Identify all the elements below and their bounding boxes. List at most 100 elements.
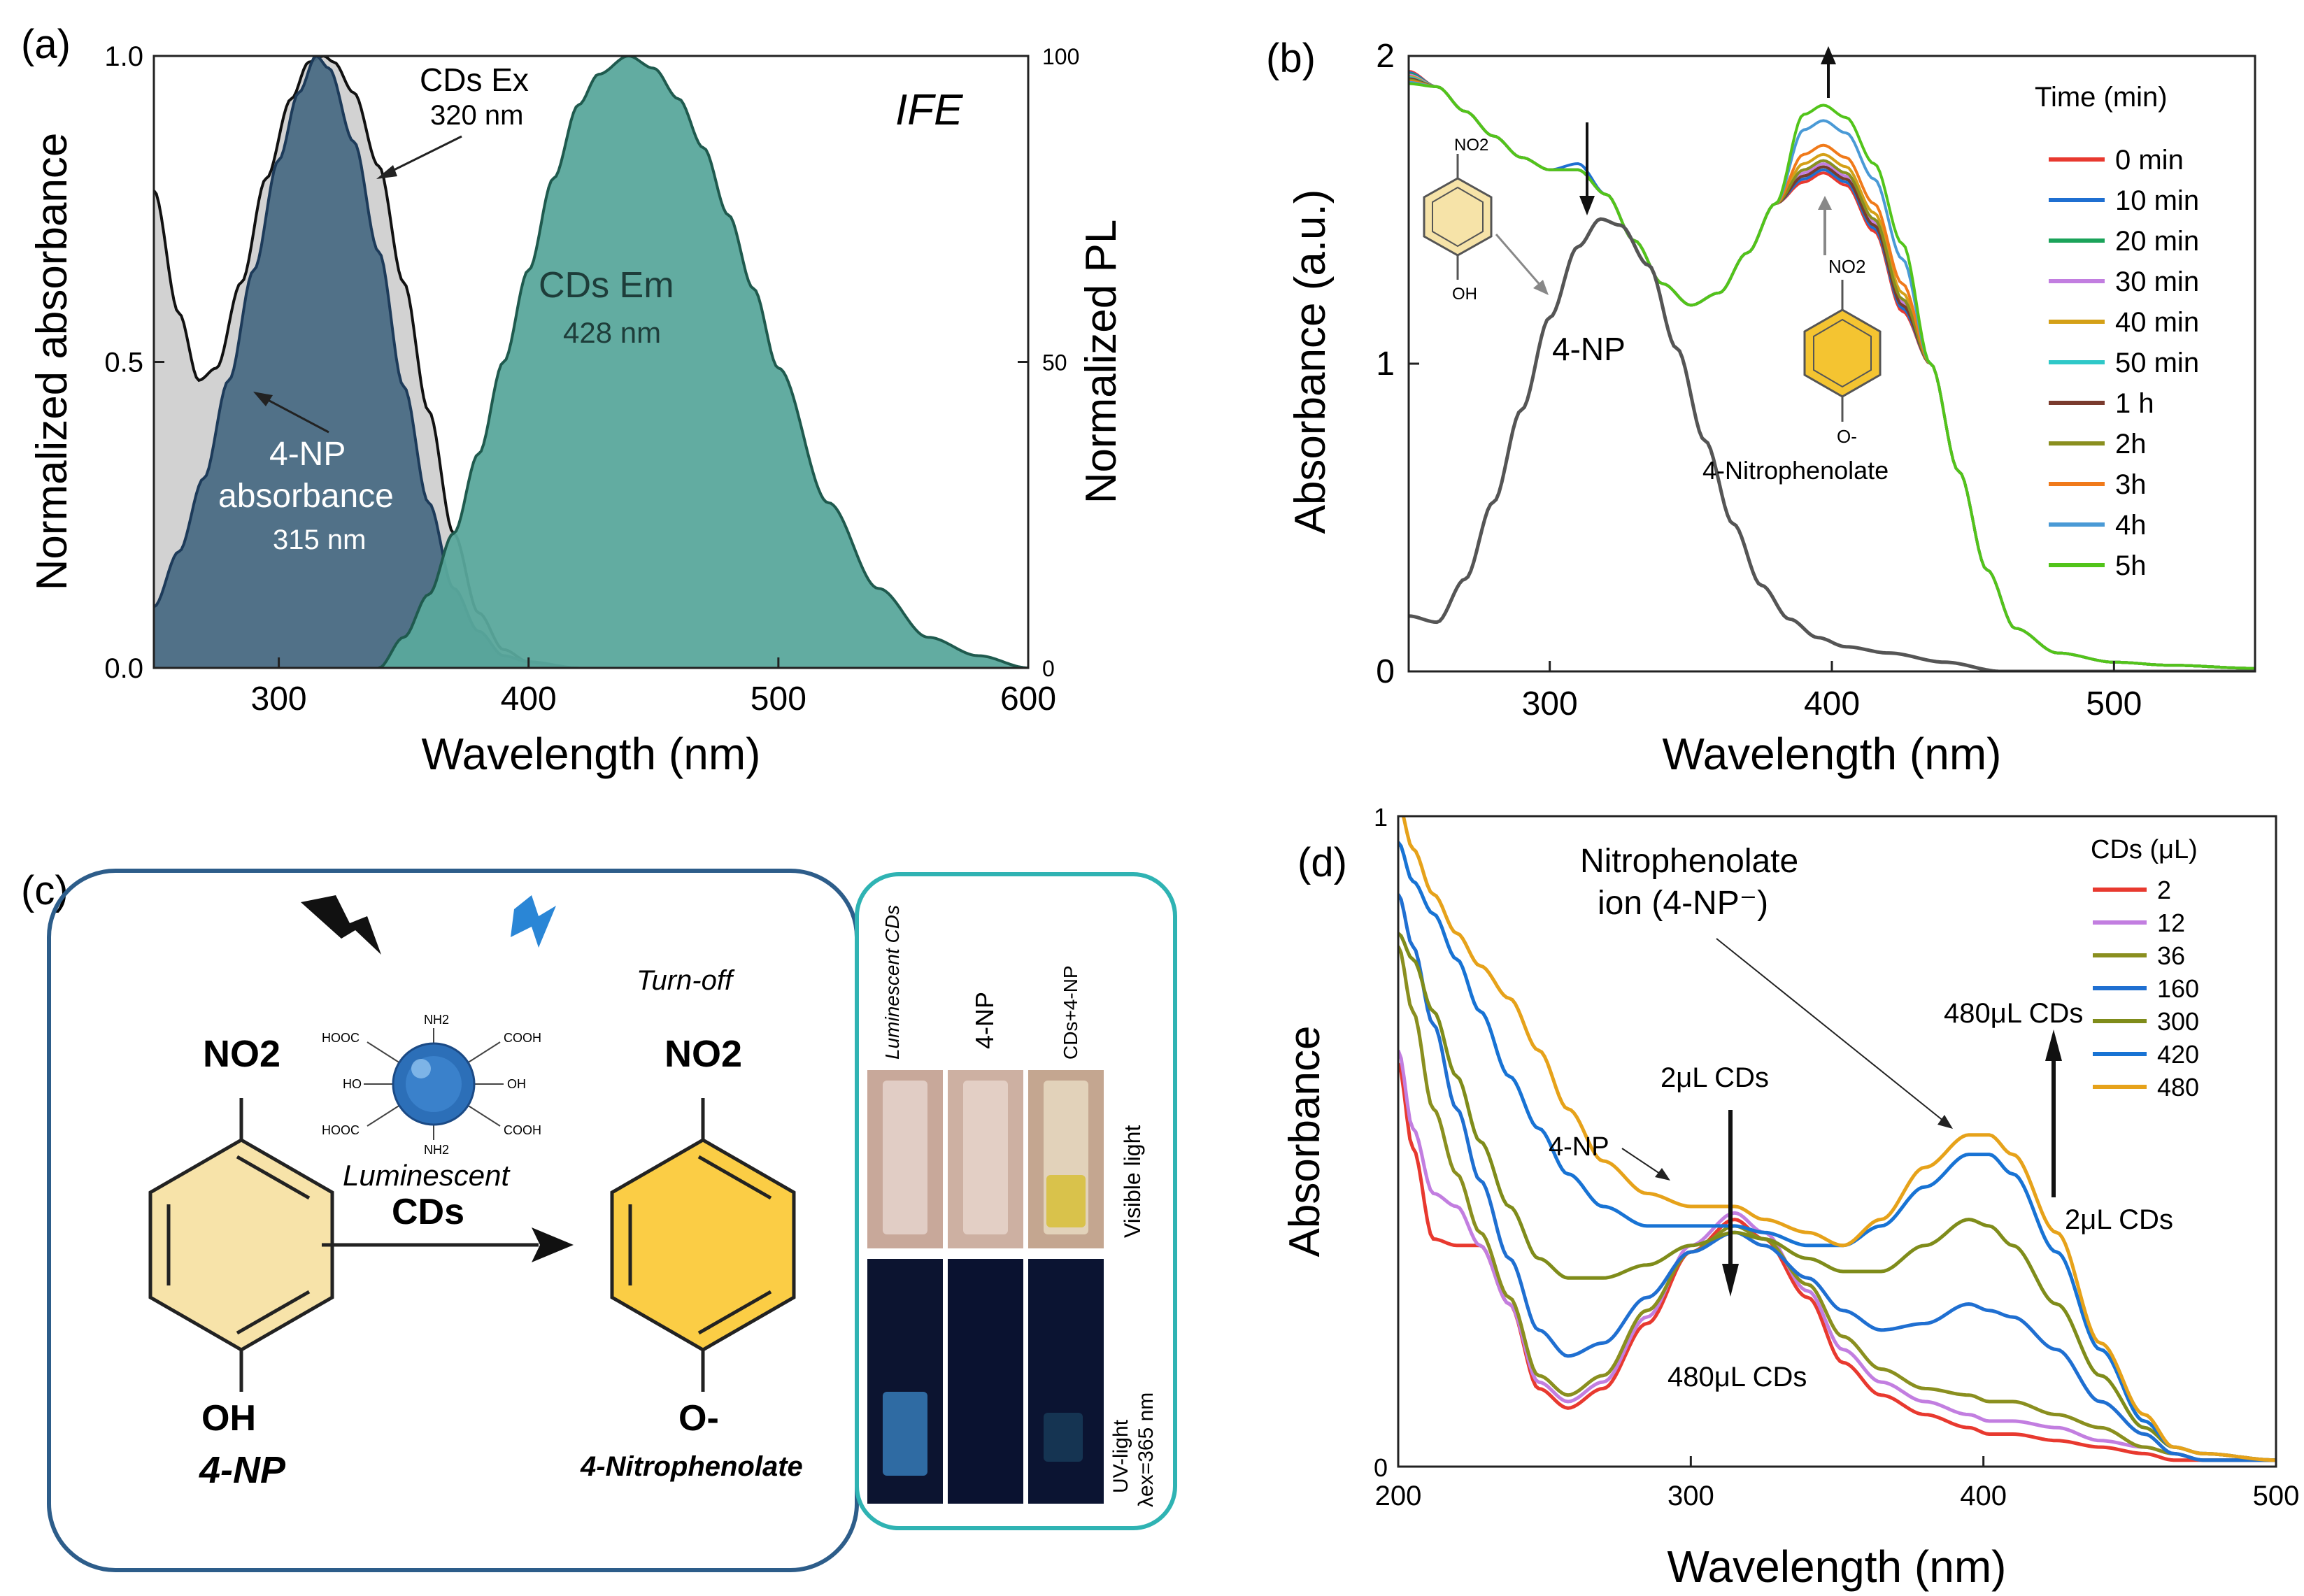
a-ytick-label: 0.5 [104,348,143,378]
d-legend-label: 300 [2157,1007,2199,1036]
d-series-1 [1398,1049,2276,1462]
b-oh-small: OH [1452,285,1477,304]
b-np-pointer-head [1533,280,1549,295]
scheme-cds: CDs [392,1192,464,1232]
d-series-6 [1401,816,2276,1462]
d-xtick-label: 200 [1375,1481,1422,1511]
d-up-arrowhead [2045,1029,2062,1061]
dot-ho-left: HO [343,1077,362,1091]
a-np-label2: absorbance [218,478,394,515]
b-nitrophenolate-structure: NO2 O- [1803,256,1882,447]
product-name: 4-Nitrophenolate [580,1451,803,1482]
reactant-no2: NO2 [203,1033,280,1075]
a-np-arrow [258,394,329,434]
a-np-label3: 315 nm [273,525,366,555]
d-legend-label: 12 [2157,909,2185,937]
b-legend-label: 4h [2115,510,2147,541]
b-legend-label: 20 min [2115,226,2199,257]
chart-b: 300 400 500 0 1 2 Wavelength (nm) Absorbance … [1286,38,2256,779]
a-cds-ex-label: CDs Ex [420,62,529,98]
d-legend-label: 480 [2157,1073,2199,1102]
d-nitro-pointer-head [1937,1115,1953,1129]
scheme-luminescent: Luminescent [343,1159,511,1192]
b-ytick-label: 1 [1376,345,1395,383]
turn-off-label: Turn-off [637,965,735,996]
photo-box [855,872,1177,1530]
a-em-label2: 428 nm [563,316,661,349]
a-xtick-label: 400 [501,681,557,718]
reactant-oh: OH [201,1398,256,1439]
b-no2-small: NO2 [1454,136,1488,155]
reaction-arrowhead [532,1227,574,1262]
reactant-name: 4-NP [199,1449,286,1491]
d-legend-label: 2 [2157,876,2171,904]
a-y2tick-label: 0 [1042,656,1055,681]
d-2ul-right: 2μL CDs [2065,1204,2173,1235]
d-ytick-label: 1 [1374,803,1388,832]
b-xlabel: Wavelength (nm) [1663,729,2002,779]
a-np-label1: 4-NP [269,436,346,473]
a-cds-ex-arrowhead [376,165,397,179]
dot-hooc-tl: HOOC [322,1031,360,1045]
d-nitrophenolate1: Nitrophenolate [1580,843,1798,880]
d-ylabel: Absorbance [1281,1026,1329,1257]
b-legend-label: 40 min [2115,307,2199,338]
b-np-structure: NO2 OH [1423,136,1493,304]
dot-nh2-top: NH2 [424,1013,449,1027]
d-nitrophenolate2: ion (4-NP⁻) [1598,885,1768,922]
d-xtick-label: 300 [1667,1481,1714,1511]
a-y2tick-label: 50 [1042,350,1067,376]
b-ytick-label: 0 [1376,653,1395,690]
d-np-pointer [1621,1148,1665,1177]
b-legend-title: Time (min) [2035,82,2168,113]
b-o-minus: O- [1837,426,1857,447]
uv-light-label: UV-light [1109,1419,1132,1493]
b-legend-label: 5h [2115,550,2147,581]
b-xtick-label: 400 [1804,685,1860,722]
a-em-label1: CDs Em [539,265,674,306]
b-down-arrowhead [1579,196,1595,215]
b-legend-label: 3h [2115,469,2147,500]
a-area-1 [154,56,579,668]
a-y2tick-label: 100 [1042,44,1079,69]
dot-hooc-bl: HOOC [322,1123,360,1137]
b-np-pointer [1495,234,1543,287]
product-no2: NO2 [664,1033,742,1075]
photo-label-luminescent: Luminescent CDs [881,905,903,1060]
d-xtick-label: 500 [2253,1481,2300,1511]
lightning-black-icon [301,895,381,955]
b-legend-label: 30 min [2115,266,2199,297]
dot-oh-right: OH [507,1077,526,1091]
d-legend-label: 160 [2157,974,2199,1003]
panel-label-b: (b) [1266,36,1316,81]
b-gray-arrowhead [1818,196,1832,210]
a-xtick-label: 300 [251,681,307,718]
d-legend-label: 36 [2157,941,2185,970]
scheme-c: NO2 OH 4-NP NH2 HOOC COOH HO OH HOOC COO… [47,869,1177,1572]
cds-dot: NH2 HOOC COOH HO OH HOOC COOH NH2 [322,1013,541,1157]
d-480-right: 480μL CDs [1944,998,2083,1029]
visible-light-label: Visible light [1120,1125,1145,1238]
a-xtick-label: 600 [1000,681,1056,718]
photo-label-cds4np: CDs+4-NP [1060,965,1081,1060]
product-nitrophenolate [610,1098,796,1392]
d-series-3 [1398,893,2276,1462]
d-2ul-top: 2μL CDs [1661,1062,1769,1093]
d-np-pointer-head [1655,1168,1670,1181]
d-legend-label: 420 [2157,1040,2199,1069]
reactant-4np [148,1098,334,1392]
d-down-arrowhead [1722,1264,1739,1297]
d-xlabel: Wavelength (nm) [1667,1541,2007,1592]
a-line-2 [378,56,1028,668]
dot-cooh-br: COOH [504,1123,541,1137]
chart-d: 200 300 400 500 0 1 Wavelength (nm) Absorbanc… [1281,803,2300,1592]
b-ytick-label: 2 [1376,38,1395,75]
d-480-bottom: 480μL CDs [1667,1362,1807,1392]
product-o-minus: O- [678,1398,719,1439]
panel-label-d: (d) [1297,840,1347,885]
b-legend-label: 0 min [2115,145,2184,176]
b-legend-label: 1 h [2115,388,2154,419]
b-xtick-label: 300 [1522,685,1578,722]
b-nitrophenolate-label: 4-Nitrophenolate [1702,456,1889,485]
b-legend-label: 2h [2115,429,2147,459]
